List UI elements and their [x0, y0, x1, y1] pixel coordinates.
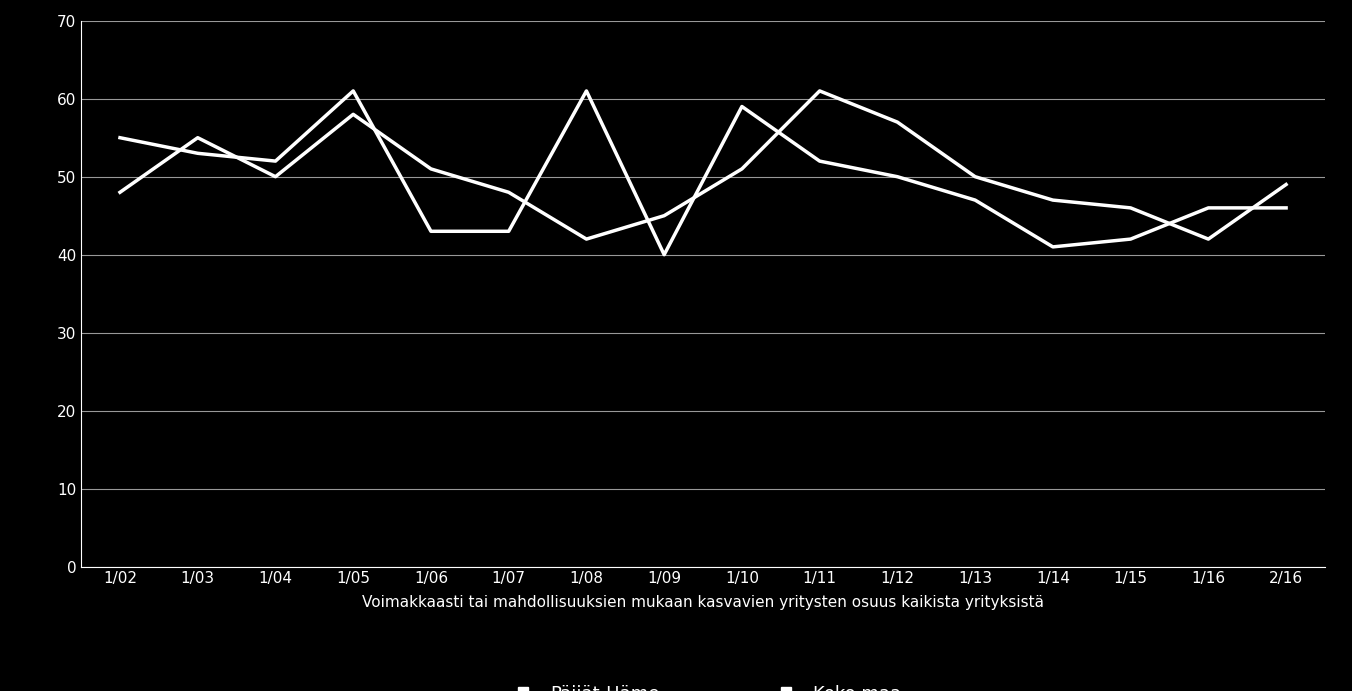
Legend: Päijät-Häme, Koko maa: Päijät-Häme, Koko maa [498, 678, 909, 691]
X-axis label: Voimakkaasti tai mahdollisuuksien mukaan kasvavien yritysten osuus kaikista yrit: Voimakkaasti tai mahdollisuuksien mukaan… [362, 595, 1044, 610]
